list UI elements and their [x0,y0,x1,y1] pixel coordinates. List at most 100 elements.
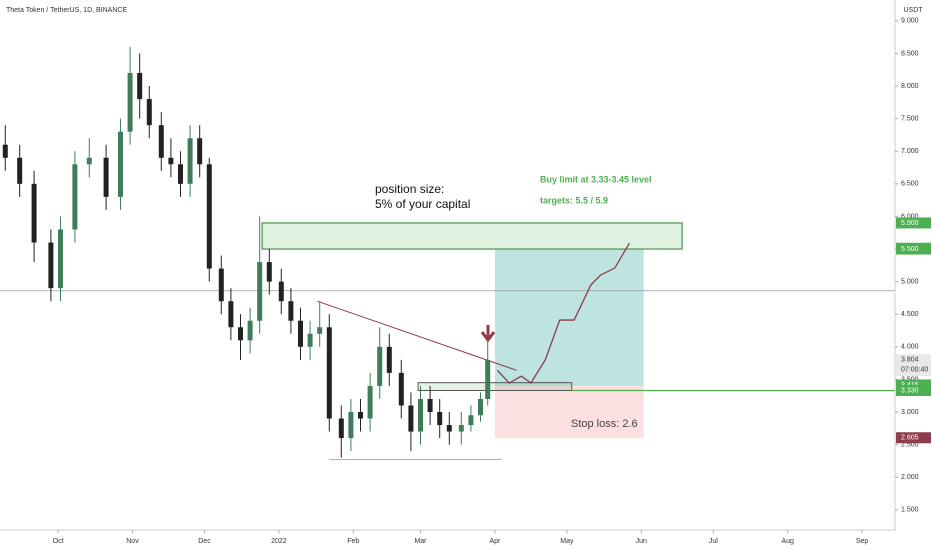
unit-label: USDT [903,7,923,14]
candle-body [146,99,152,126]
candle-body [326,327,332,419]
candle-body [158,125,164,158]
annotation: targets: 5.5 / 5.9 [540,195,608,205]
y-tick-label: 3.000 [901,409,919,416]
y-tick-label: 2.000 [901,474,919,481]
price-tag [896,379,931,391]
candle-body [367,385,373,419]
price-tag [896,354,931,377]
chart-title: Theta Token / TetherUS, 1D, BINANCE [6,7,127,14]
x-tick-label: Apr [489,538,501,545]
candle-body [408,405,414,432]
candle-body [297,320,303,347]
x-tick-label: Oct [53,538,64,545]
price-tag-label: 3.804 [901,356,919,363]
candle-body [177,164,183,184]
candle-body [386,346,392,373]
y-tick-label: 7.000 [901,148,919,155]
price-tag [896,217,931,229]
annotation: 5% of your capital [375,197,470,211]
y-tick-label: 4.000 [901,344,919,351]
candle-body [357,412,363,419]
x-tick-label: Nov [126,538,139,545]
candle-body [237,327,243,341]
arrow-icon [480,325,496,343]
x-tick-label: Sep [856,538,869,545]
candle-body [307,333,313,347]
candle-body [197,138,203,165]
x-tick-label: Mar [414,538,427,545]
candle-body [288,301,294,321]
candle-body [72,164,78,230]
candle-body [257,262,263,321]
candle-body [446,425,452,432]
price-tag [896,432,931,444]
candle-body [17,157,23,184]
x-tick-label: Jun [636,538,647,545]
candle-body [127,73,133,132]
projection-line [496,242,630,384]
y-tick-label: 8.000 [901,83,919,90]
candle-body [228,301,234,328]
candle-body [247,320,253,341]
y-tick-label: 4.500 [901,311,919,318]
candle-body [478,398,484,416]
candle-body [417,398,423,432]
candle-body [48,242,54,289]
y-tick-label: 9.000 [901,18,919,25]
candle-body [398,372,404,406]
candle-body [86,157,92,165]
candle-body [348,412,354,439]
annotation: Buy limit at 3.33-3.45 level [540,174,652,184]
candle-body [168,157,174,165]
candle-body [338,418,344,439]
x-tick-label: May [560,538,574,545]
y-tick-label: 6.500 [901,181,919,188]
candle-body [2,144,8,158]
candle-body [31,183,37,243]
annotation: position size: [375,182,444,196]
price-tag [896,384,931,396]
candle-body [427,398,433,413]
candle-body [187,138,193,184]
countdown-label: 07:00:40 [901,366,928,373]
x-tick-label: 2022 [271,538,287,545]
profit-area [494,249,644,386]
y-tick-label: 2.500 [901,441,919,448]
price-tag-label: 2.605 [901,435,919,442]
buy-zone [417,382,573,391]
candle-body [266,262,272,282]
candle-body [103,157,109,197]
annotation: Stop loss: 2.6 [571,418,638,430]
x-tick-label: Dec [198,538,211,545]
price-tag [896,243,931,255]
candle-body [317,327,323,334]
candle-body [206,164,212,269]
price-tag-label: 3.330 [901,387,919,394]
candle-body [278,281,284,302]
candle-body [485,359,491,399]
price-tag-label: 5.900 [901,220,919,227]
candle-body [437,412,443,426]
target-zone [261,222,683,250]
y-tick-label: 6.000 [901,213,919,220]
x-tick-label: Aug [781,538,794,545]
y-tick-label: 7.500 [901,115,919,122]
candle-body [468,415,474,426]
y-tick-label: 1.500 [901,507,919,514]
candle-body [117,131,123,197]
candle-body [377,346,383,386]
candle-body [218,268,224,302]
y-tick-label: 5.000 [901,278,919,285]
price-tag-label: 5.500 [901,246,919,253]
candle-body [57,229,63,289]
x-tick-label: Jul [709,538,718,545]
x-tick-label: Feb [347,538,359,545]
loss-area [494,385,644,439]
candle-body [137,73,143,100]
trendline [317,300,517,371]
y-tick-label: 8.500 [901,50,919,57]
